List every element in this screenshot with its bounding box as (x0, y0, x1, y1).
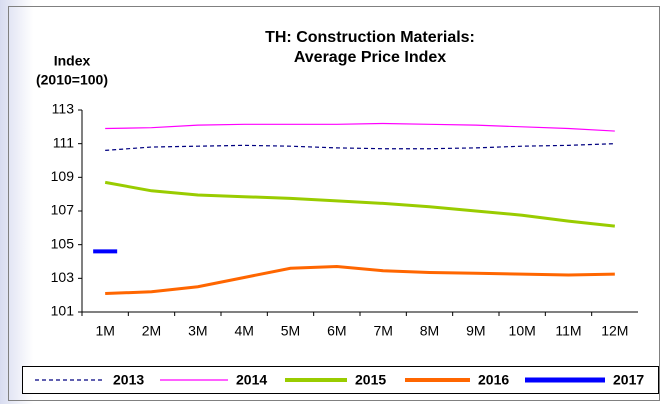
y-tick-label: 105 (51, 235, 75, 251)
x-tick-label: 5M (281, 323, 300, 339)
y-tick-label: 113 (52, 101, 75, 117)
x-tick-label: 12M (601, 323, 628, 339)
y-tick-label: 111 (53, 134, 74, 150)
chart-title: Average Price Index (294, 49, 446, 66)
x-tick-label: 3M (188, 323, 207, 339)
legend-label: 2016 (478, 372, 509, 388)
series-line (105, 265, 615, 295)
x-tick-label: 2M (142, 323, 161, 339)
x-tick-label: 6M (327, 323, 346, 339)
x-tick-label: 7M (373, 323, 392, 339)
x-tick-label: 9M (466, 323, 485, 339)
y-tick-label: 109 (51, 168, 75, 184)
chart-border (8, 6, 660, 401)
y-tick-label: 107 (51, 202, 75, 218)
legend-label: 2015 (355, 372, 386, 388)
x-tick-label: 4M (234, 323, 253, 339)
legend-label: 2014 (236, 372, 267, 388)
x-tick-label: 11M (555, 323, 581, 339)
y-axis-label: (2010=100) (36, 72, 108, 88)
legend-label: 2017 (613, 372, 644, 388)
y-tick-label: 101 (51, 303, 75, 319)
x-tick-label: 1M (95, 323, 114, 339)
legend-label: 2013 (113, 372, 144, 388)
series-line (105, 143, 615, 151)
y-axis-label: Index (54, 53, 91, 69)
y-tick-label: 103 (51, 269, 75, 285)
x-tick-label: 10M (509, 323, 536, 339)
series-line (104, 180, 615, 228)
x-tick-label: 8M (420, 323, 439, 339)
chart-title: TH: Construction Materials: (265, 29, 475, 46)
series-line (105, 122, 615, 132)
